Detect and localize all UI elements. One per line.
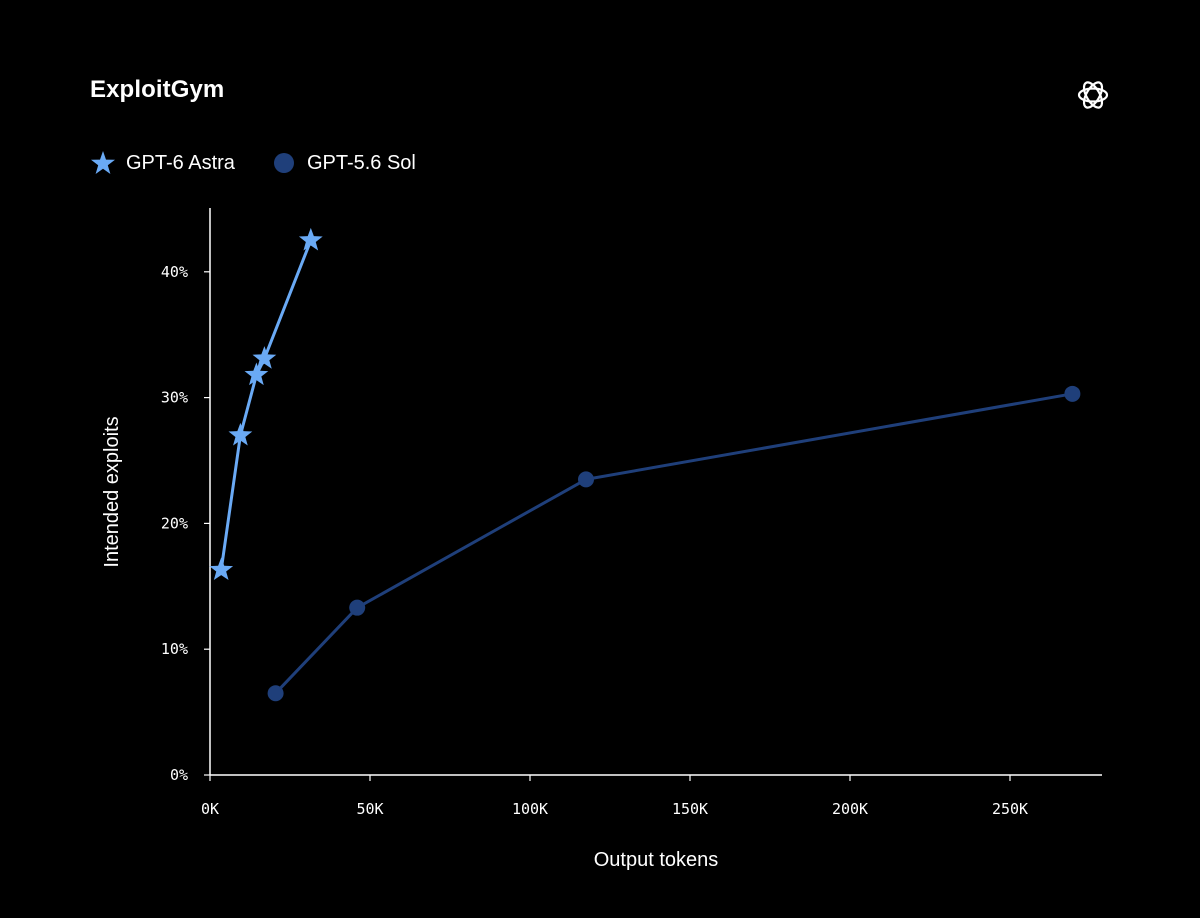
y-tick-label: 20% [161, 514, 188, 532]
data-point-sol [1064, 385, 1081, 402]
y-tick-label: 30% [161, 389, 188, 407]
x-tick-label: 100K [512, 800, 548, 818]
legend: GPT-6 Astra GPT-5.6 Sol [90, 150, 452, 176]
x-tick-label: 0K [201, 800, 219, 818]
data-point-astra [228, 422, 253, 446]
series-line-astra [219, 239, 313, 571]
x-axis-label: Output tokens [594, 849, 719, 871]
axes [209, 208, 1102, 776]
data-point-astra [244, 362, 269, 386]
circle-icon [273, 153, 294, 173]
legend-label-sol: GPT-5.6 Sol [306, 151, 416, 174]
series-line-sol [274, 392, 1073, 695]
data-point-astra [209, 557, 234, 581]
chart-title: ExploitGym [90, 76, 225, 103]
x-tick-label: 150K [672, 800, 708, 818]
legend-item-astra: GPT-6 Astra [90, 150, 235, 176]
data-point-sol [349, 599, 366, 616]
x-tick-label: 250K [992, 800, 1028, 818]
series-group [209, 227, 1081, 702]
y-tick-label: 40% [161, 263, 188, 281]
star-icon [91, 151, 115, 174]
data-point-sol [267, 685, 284, 702]
y-ticks: 0% 10% 20% 30% 40% [161, 263, 210, 784]
x-tick-label: 200K [832, 800, 868, 818]
data-point-sol [578, 471, 594, 488]
y-axis-label: Intended exploits [101, 416, 123, 567]
openai-logo-icon [1077, 81, 1109, 109]
x-tick-label: 50K [356, 800, 383, 818]
y-tick-label: 0% [170, 766, 188, 784]
legend-label-astra: GPT-6 Astra [126, 151, 235, 174]
legend-item-sol: GPT-5.6 Sol [271, 150, 416, 176]
x-ticks: 0K 50K 100K 150K 200K 250K [201, 775, 1028, 818]
data-point-astra [252, 346, 277, 369]
data-point-astra [298, 227, 323, 251]
y-tick-label: 10% [161, 640, 188, 658]
